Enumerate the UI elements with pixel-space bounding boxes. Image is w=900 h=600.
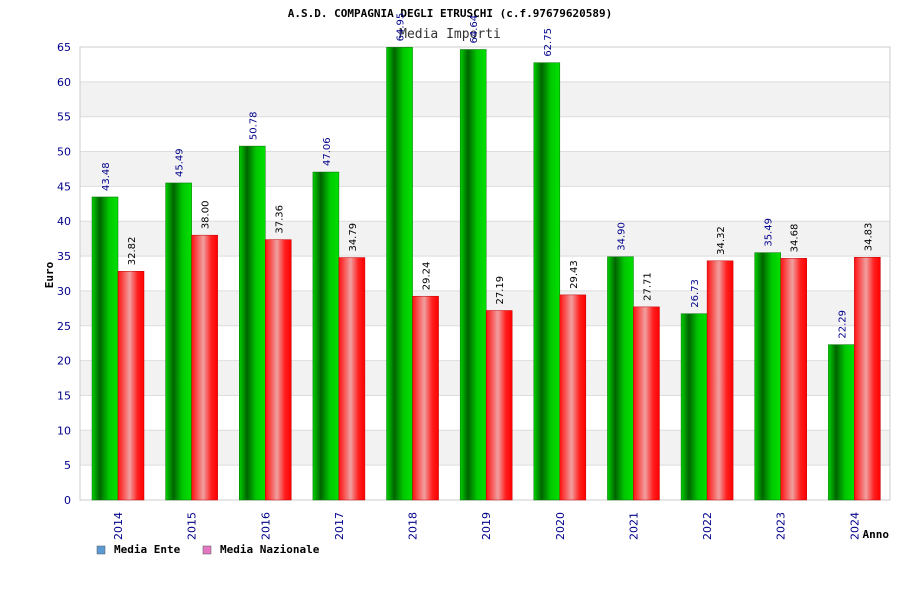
- bar-media-ente-2017: [312, 171, 340, 501]
- data-label: 29.43: [569, 260, 580, 289]
- data-label: 64.95: [396, 13, 407, 42]
- bar-media-nazionale-2017: [338, 257, 366, 501]
- legend-swatch: [96, 545, 106, 555]
- data-label: 27.71: [642, 272, 653, 301]
- bar-media-nazionale-2014: [117, 271, 145, 501]
- y-tick-label: 55: [57, 111, 71, 124]
- y-tick-label: 20: [57, 355, 71, 368]
- x-tick-label: 2015: [186, 512, 199, 540]
- bar-media-ente-2014: [91, 196, 119, 501]
- bar-media-ente-2021: [607, 256, 634, 501]
- y-tick-label: 50: [57, 146, 71, 159]
- y-tick-label: 40: [57, 215, 71, 228]
- x-tick-label: 2018: [407, 512, 420, 540]
- chart-title: A.S.D. COMPAGNIA DEGLI ETRUSCHI (c.f.976…: [288, 7, 613, 20]
- data-label: 38.00: [201, 201, 212, 230]
- data-label: 34.79: [348, 223, 359, 252]
- x-tick-label: 2020: [554, 512, 567, 540]
- bar-media-ente-2022: [680, 313, 708, 501]
- legend-label: Media Nazionale: [220, 543, 320, 556]
- x-tick-label: 2016: [259, 512, 272, 540]
- legend: Media Ente Media Nazionale: [96, 543, 320, 556]
- y-tick-label: 5: [64, 459, 71, 472]
- y-axis-ticks: 0 5 10 15 20 25 30 35 40 45 50 55 60 65: [57, 41, 71, 507]
- x-tick-label: 2024: [848, 512, 861, 540]
- x-tick-label: 2014: [112, 512, 125, 540]
- x-tick-label: 2021: [627, 512, 640, 540]
- x-tick-label: 2019: [480, 512, 493, 540]
- bar-media-nazionale-2018: [412, 295, 439, 501]
- x-tick-label: 2023: [775, 512, 788, 540]
- data-label: 43.48: [101, 162, 112, 191]
- chart-subtitle: Media Importi: [399, 27, 501, 42]
- data-label: 34.32: [716, 226, 727, 255]
- data-label: 35.49: [764, 218, 775, 247]
- y-tick-label: 0: [64, 494, 71, 507]
- x-tick-label: 2017: [333, 512, 346, 540]
- bars: [91, 47, 881, 501]
- bar-media-nazionale-2020: [559, 294, 587, 501]
- y-tick-label: 10: [57, 424, 71, 437]
- y-tick-label: 30: [57, 285, 71, 298]
- bar-media-ente-2015: [165, 182, 192, 501]
- bar-media-nazionale-2019: [485, 310, 513, 501]
- x-tick-label: 2022: [701, 512, 714, 540]
- bar-media-ente-2024: [828, 344, 855, 501]
- y-tick-label: 25: [57, 320, 71, 333]
- bar-media-ente-2020: [533, 62, 561, 501]
- y-tick-label: 45: [57, 180, 71, 193]
- value-labels: 43.48 32.82 45.49 38.00 50.78 37.36 47.06 34.79…: [101, 13, 874, 339]
- bar-media-ente-2019: [459, 49, 487, 501]
- y-tick-label: 65: [57, 41, 71, 54]
- y-tick-label: 60: [57, 76, 71, 89]
- bar-media-nazionale-2021: [633, 306, 660, 501]
- bar-media-ente-2023: [754, 252, 781, 501]
- y-axis-label: Euro: [43, 261, 56, 288]
- y-tick-label: 35: [57, 250, 71, 263]
- bar-media-nazionale-2016: [265, 239, 292, 501]
- bar-media-nazionale-2024: [854, 257, 881, 501]
- x-axis-ticks: 2014 2015 2016 2017 2018 2019 2020 2021 2022 2023…: [112, 512, 861, 540]
- data-label: 45.49: [175, 148, 186, 177]
- data-label: 29.24: [422, 262, 433, 291]
- data-label: 62.75: [543, 28, 554, 57]
- data-label: 34.68: [790, 224, 801, 253]
- bar-media-ente-2016: [239, 145, 266, 501]
- data-label: 26.73: [690, 279, 701, 308]
- data-label: 50.78: [248, 111, 259, 140]
- legend-swatch: [202, 545, 212, 555]
- legend-label: Media Ente: [114, 543, 181, 556]
- y-tick-label: 15: [57, 389, 71, 402]
- x-axis-label: Anno: [863, 528, 890, 541]
- data-label: 64.64: [469, 15, 480, 44]
- bar-media-ente-2018: [386, 47, 413, 501]
- bar-media-nazionale-2015: [191, 234, 218, 501]
- data-label: 22.29: [837, 310, 848, 339]
- bar-media-nazionale-2023: [780, 258, 807, 501]
- data-label: 47.06: [322, 137, 333, 166]
- data-label: 27.19: [495, 276, 506, 305]
- data-label: 34.90: [616, 222, 627, 251]
- data-label: 34.83: [863, 223, 874, 252]
- data-label: 37.36: [274, 205, 285, 234]
- data-label: 32.82: [127, 237, 138, 266]
- bar-media-nazionale-2022: [706, 260, 734, 501]
